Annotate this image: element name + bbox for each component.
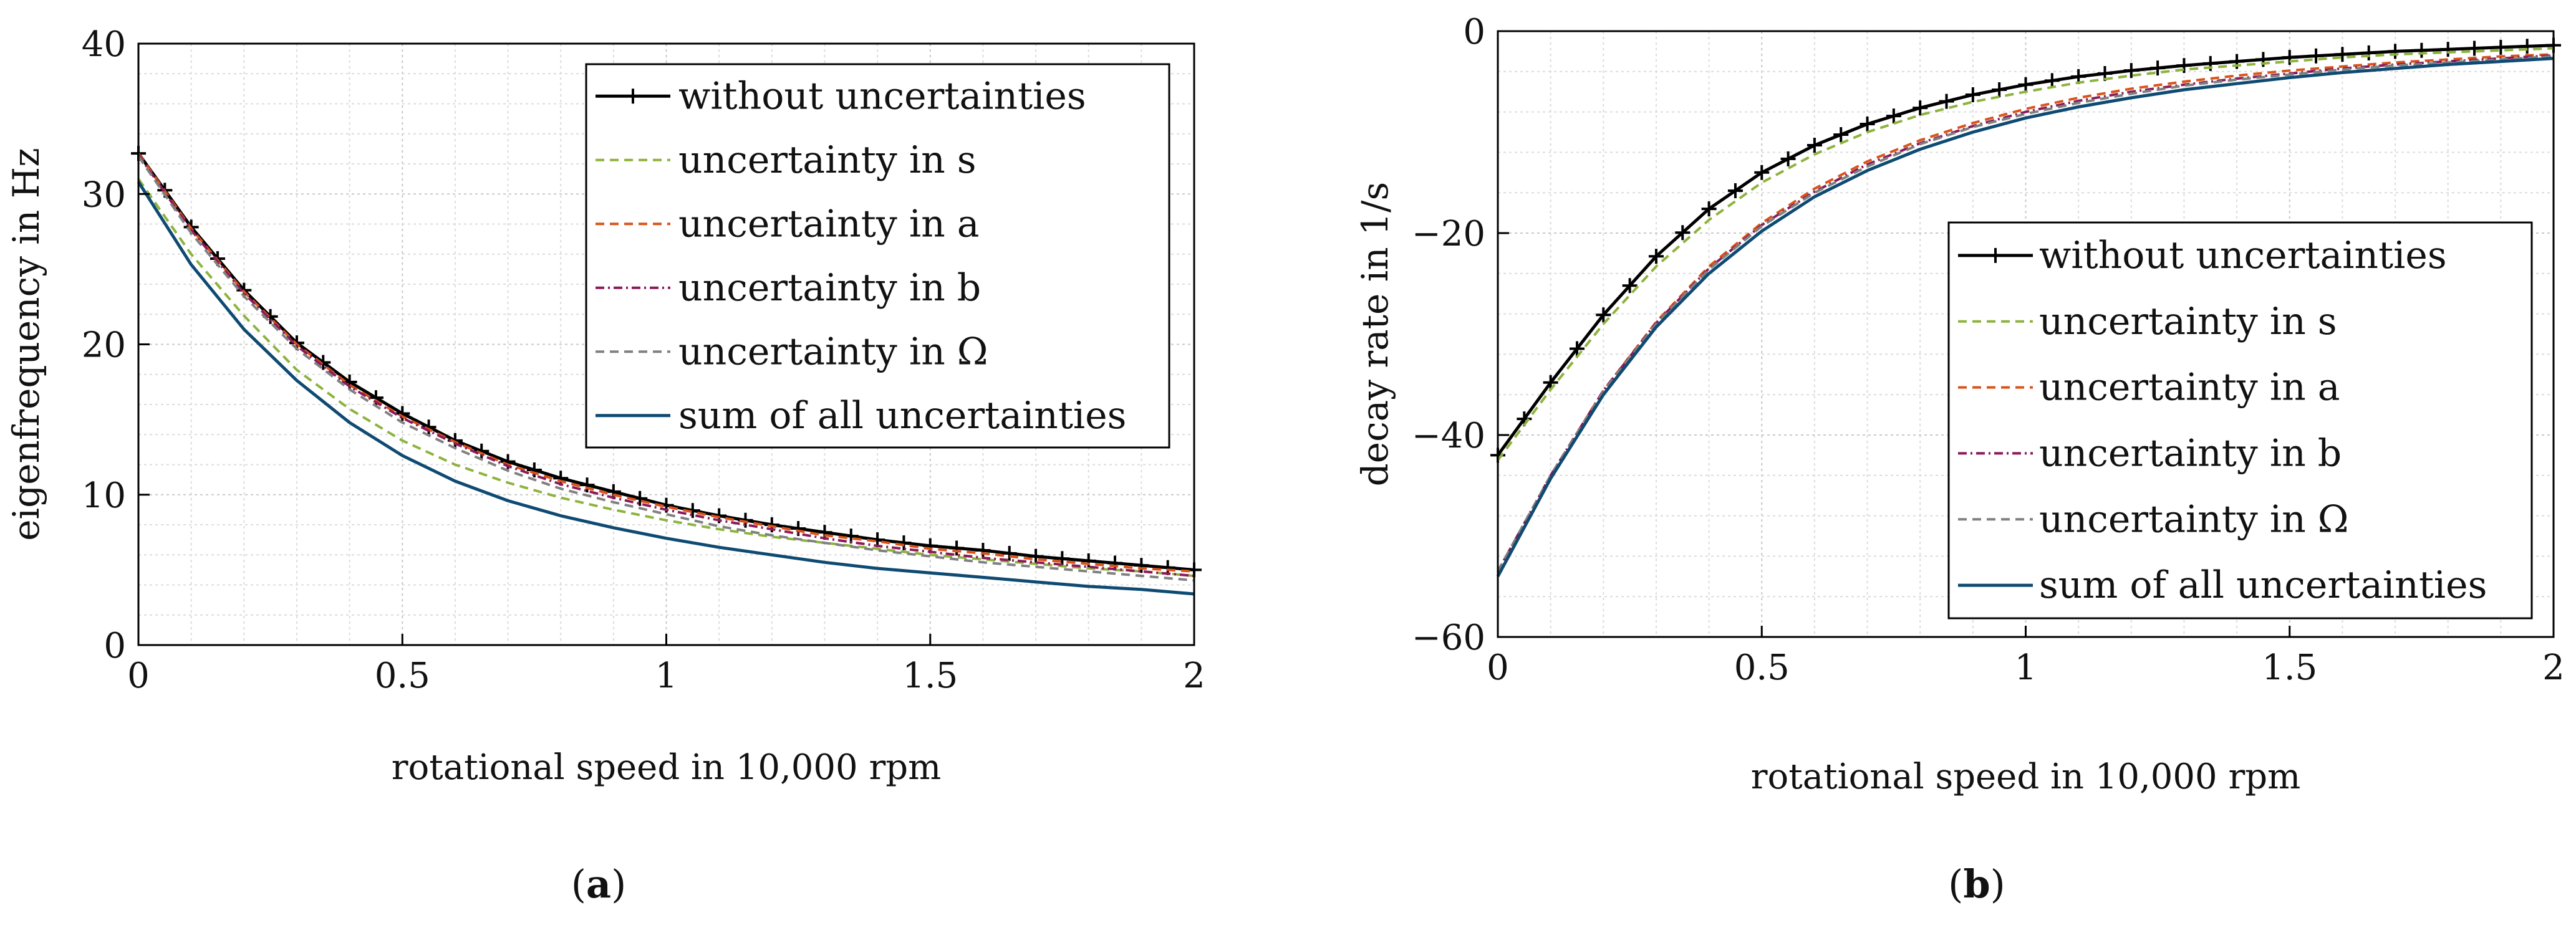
series-marker	[2493, 39, 2509, 55]
series-marker	[1780, 151, 1796, 166]
series-marker	[1648, 249, 1664, 264]
series-marker	[2388, 44, 2403, 59]
x-tick-label: 1.5	[902, 656, 958, 696]
x-tick-label: 2	[1183, 656, 1205, 696]
series-marker	[1727, 183, 1743, 198]
series-marker	[1965, 87, 1980, 103]
series-line-5	[1496, 57, 2554, 577]
series-line-3	[137, 154, 1195, 577]
y-axis-label: eigenfrequency in Hz	[5, 148, 47, 541]
series-line-5	[137, 181, 1195, 596]
series-marker	[1833, 127, 1849, 143]
x-tick-label: 2	[2542, 648, 2565, 688]
legend-entry-2: uncertainty in a	[2039, 366, 2340, 409]
legend-entry-4: uncertainty in Ω	[2039, 497, 2349, 541]
series-marker	[1001, 545, 1017, 561]
series-marker	[1939, 93, 1954, 109]
y-axis-label: decay rate in 1/s	[1354, 182, 1396, 487]
legend-entry-3: uncertainty in b	[2039, 431, 2342, 475]
series-marker	[579, 477, 595, 493]
series-marker	[2335, 47, 2350, 62]
series-marker	[1081, 553, 1096, 568]
series-marker	[2414, 42, 2429, 58]
legend-entry-3: uncertainty in b	[678, 266, 981, 310]
series-group	[131, 146, 1202, 596]
series-marker	[975, 543, 991, 558]
series-line-2	[137, 152, 1195, 573]
y-tick-label: 20	[82, 325, 126, 366]
series-marker	[1886, 108, 1901, 124]
series-marker	[1701, 201, 1717, 217]
legend-entry-1: uncertainty in s	[2039, 300, 2337, 343]
series-marker	[1807, 138, 1822, 153]
y-tick-label: 0	[1463, 12, 1485, 52]
series-marker	[1860, 117, 1875, 132]
legend: without uncertainties uncertainty in s unc…	[585, 63, 1170, 449]
legend-entry-0: without uncertainties	[2039, 234, 2447, 277]
series-marker	[1992, 82, 2007, 97]
x-tick-label: 1	[655, 656, 678, 696]
y-tick-label: 0	[104, 626, 126, 666]
series-marker	[526, 462, 542, 477]
legend-entry-5: sum of all uncertainties	[678, 394, 1126, 438]
panel-caption: (a)	[571, 861, 627, 907]
chart-b: 0 0.5 1 1.5 2 −60 −40 −20 0 decay rate in 1/s rota…	[1354, 12, 2565, 907]
x-tick-label: 1.5	[2262, 648, 2317, 688]
series-marker	[1622, 278, 1638, 294]
series-marker	[1543, 375, 1558, 390]
legend-marker	[625, 89, 640, 104]
legend-entry-5: sum of all uncertainties	[2039, 563, 2487, 607]
series-marker	[2440, 42, 2456, 57]
series-marker	[1675, 225, 1691, 241]
legend-marker	[1988, 247, 2003, 263]
series-marker	[1913, 100, 1928, 116]
series-marker	[949, 540, 965, 556]
series-marker	[2361, 45, 2376, 60]
series-marker	[2176, 58, 2192, 74]
y-tick-label: −40	[1412, 416, 1485, 456]
series-marker	[2519, 39, 2535, 54]
series-marker	[896, 535, 912, 550]
x-tick-label: 0.5	[375, 656, 430, 696]
series-group	[1490, 37, 2561, 577]
series-marker	[2018, 77, 2033, 92]
y-tick-label: 40	[82, 24, 126, 65]
x-axis-label: rotational speed in 10,000 rpm	[1751, 757, 2300, 797]
legend-entry-2: uncertainty in a	[678, 202, 980, 246]
series-marker	[2044, 73, 2060, 89]
series-line-4	[1497, 55, 2554, 572]
x-tick-label: 1	[2015, 648, 2037, 688]
series-marker	[2282, 50, 2297, 65]
legend-entry-1: uncertainty in s	[678, 138, 977, 182]
legend-box	[1947, 221, 2533, 620]
x-tick-label: 0	[127, 656, 150, 696]
series-line-1	[1497, 47, 2554, 461]
series-marker	[2123, 63, 2139, 79]
legend-entry-4: uncertainty in Ω	[678, 330, 988, 373]
series-marker	[1754, 165, 1770, 180]
y-tick-label: 30	[82, 175, 126, 215]
x-tick-label: 0	[1487, 648, 1509, 688]
series-marker	[1134, 558, 1149, 573]
y-tick-label: −20	[1412, 214, 1485, 254]
x-axis-label: rotational speed in 10,000 rpm	[392, 747, 941, 788]
series-line-1	[137, 178, 1195, 577]
legend-box	[585, 63, 1170, 449]
series-marker	[395, 406, 410, 421]
series-marker	[1596, 307, 1611, 323]
panel-caption: (b)	[1948, 861, 2005, 907]
x-tick-label: 0.5	[1734, 648, 1790, 688]
series-marker	[2308, 48, 2324, 64]
series-marker	[2467, 41, 2482, 56]
series-marker	[2150, 60, 2166, 76]
y-tick-label: −60	[1412, 618, 1485, 658]
y-tick-label: 10	[82, 476, 126, 516]
legend-entry-0: without uncertainties	[678, 74, 1086, 118]
legend: without uncertainties uncertainty in s unc…	[1947, 221, 2533, 620]
series-marker	[1569, 341, 1585, 356]
